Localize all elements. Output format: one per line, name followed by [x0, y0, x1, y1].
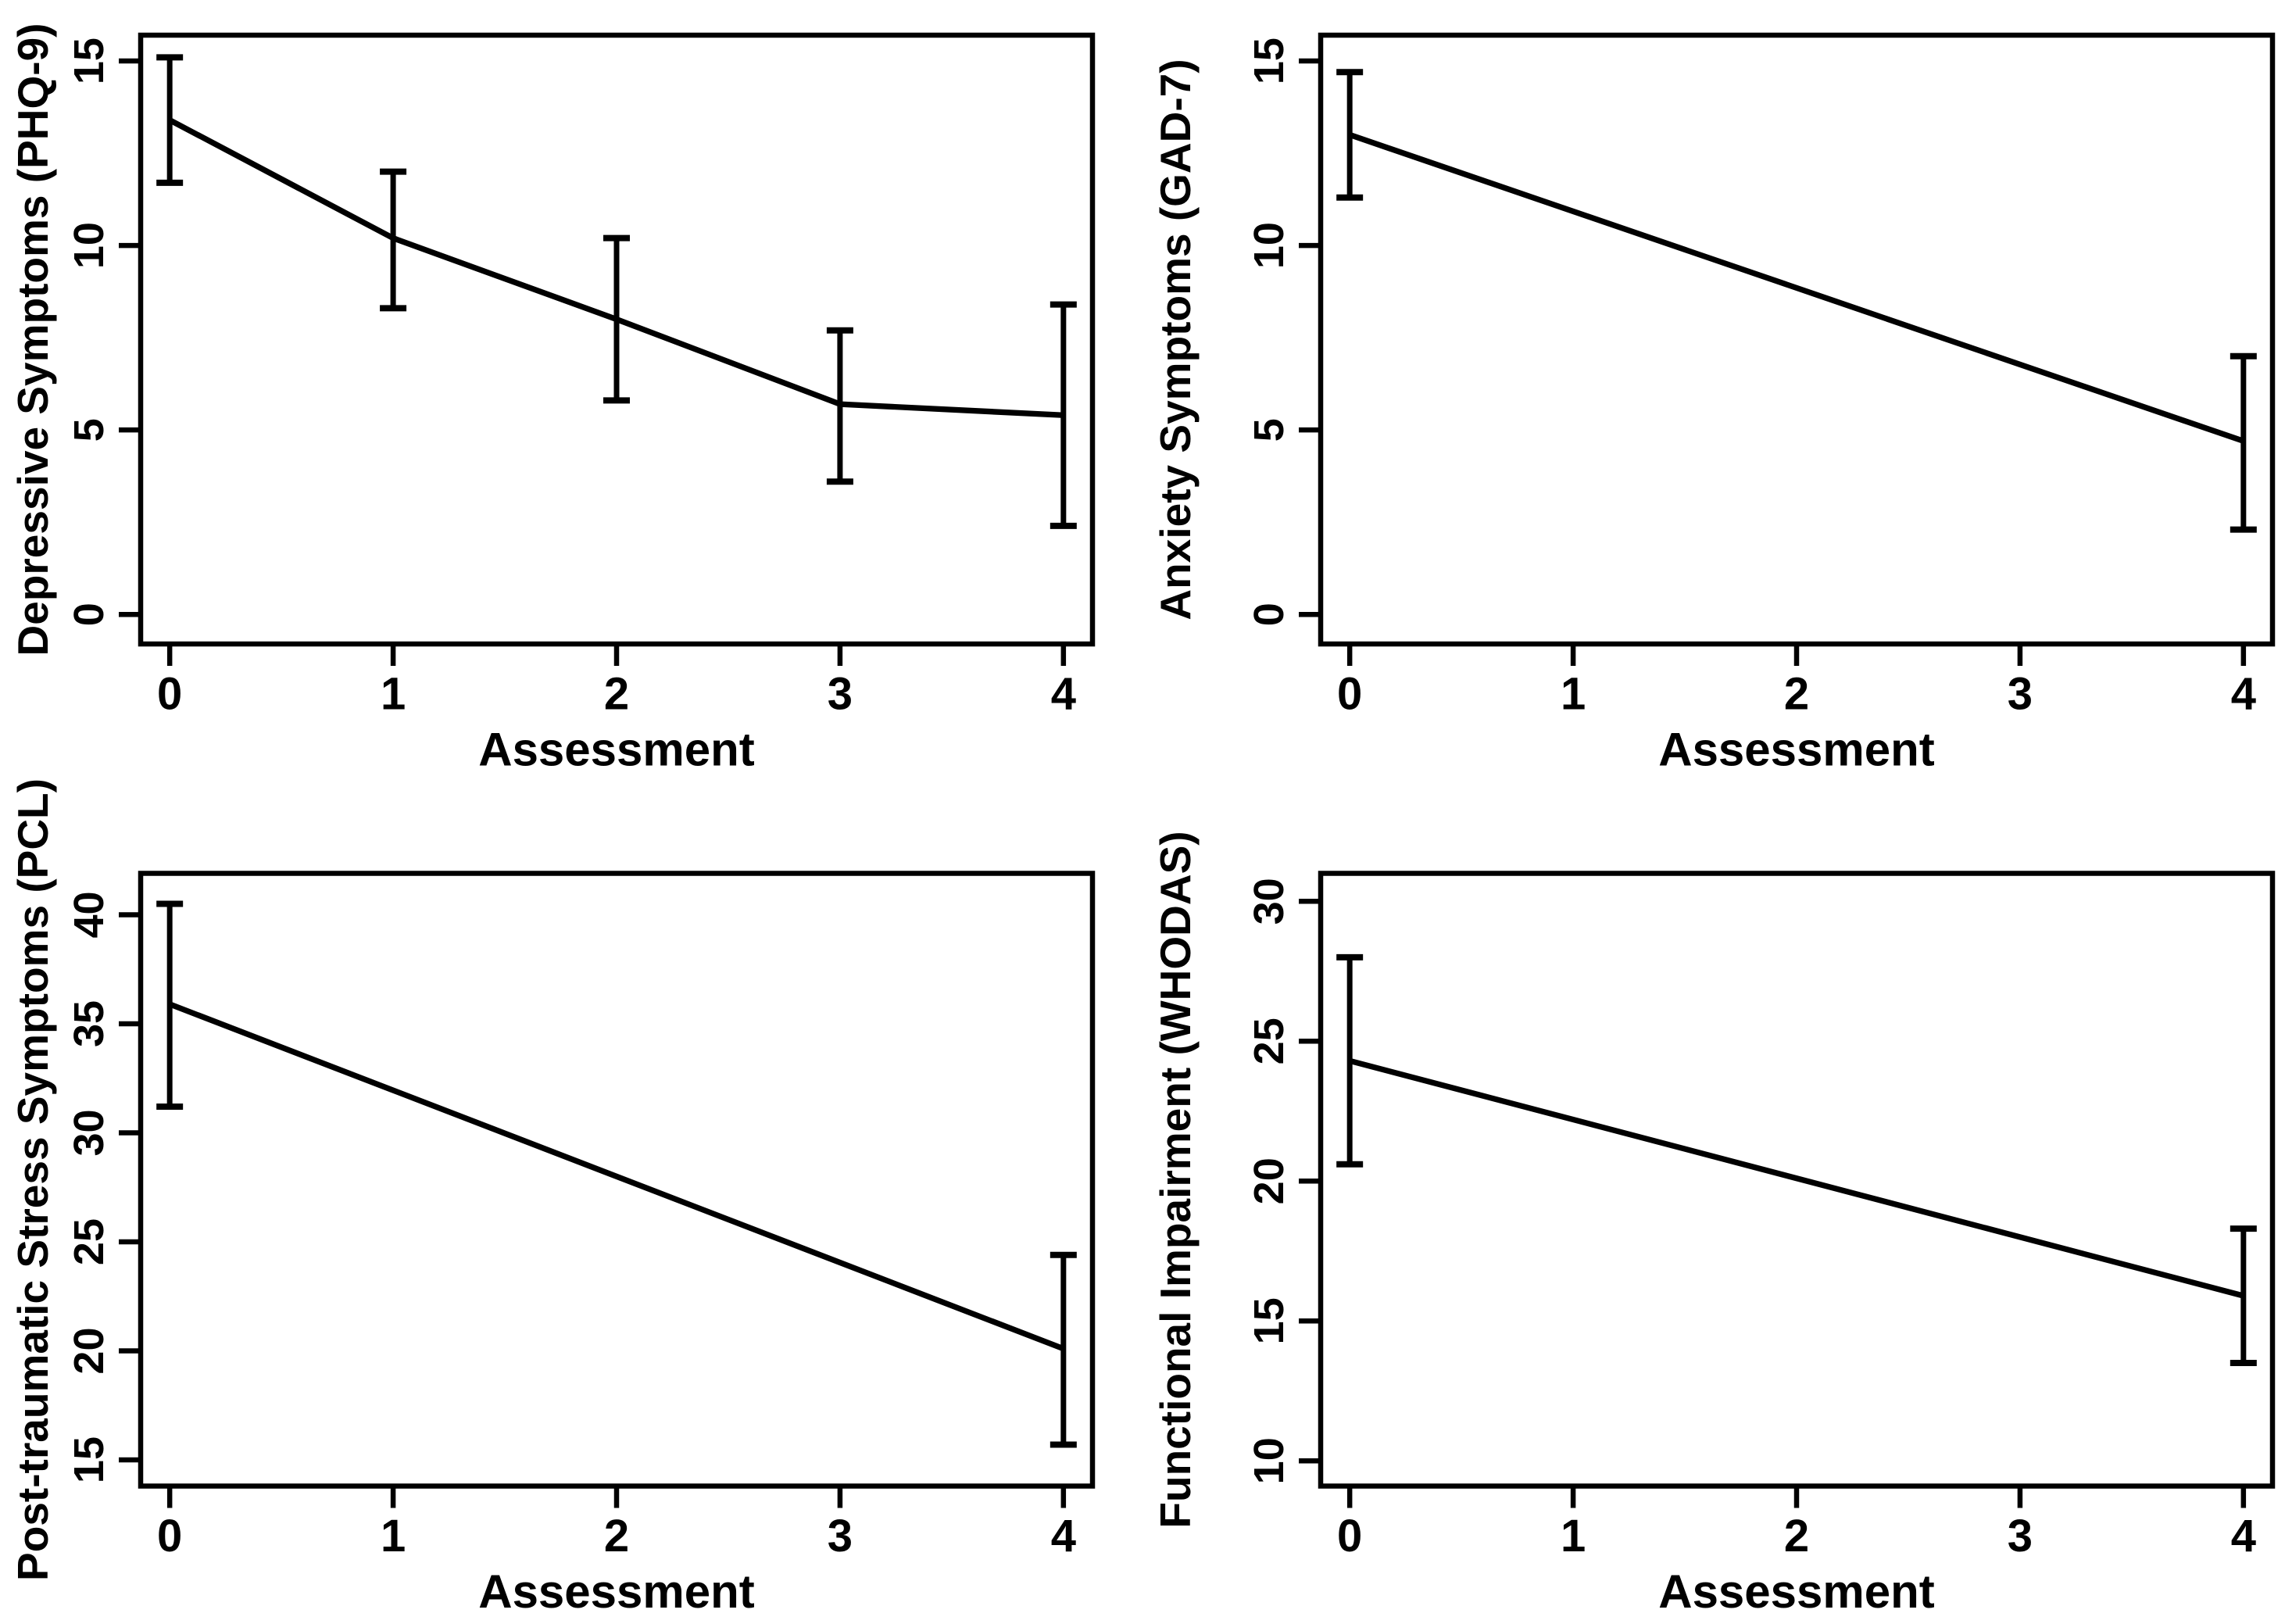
x-tick-label: 1	[1561, 1511, 1586, 1561]
data-line	[168, 1001, 1065, 1352]
x-axis-title: Assessment	[478, 1565, 755, 1618]
data-line	[1349, 1057, 2244, 1299]
y-tick-label: 15	[1246, 38, 1293, 84]
y-tick-label: 5	[1246, 418, 1293, 442]
x-tick-label: 1	[381, 1511, 406, 1561]
y-tick-label: 35	[66, 1000, 113, 1047]
y-tick-label: 20	[1246, 1157, 1293, 1204]
y-axis-title: Depressive Symptoms (PHQ-9)	[9, 23, 57, 656]
panel-phq9: 0 5 10 15 0 1 2 3 4 Depressive Symptoms (PHQ-9) As…	[0, 0, 1142, 812]
x-tick-label: 1	[381, 669, 406, 720]
x-tick-label: 1	[1561, 669, 1586, 720]
x-tick-label: 2	[1784, 669, 1809, 720]
x-tick-label: 0	[157, 1511, 182, 1561]
chart-whodas: 10 15 20 25 30 0 1 2 3 4 Functional Impairment (WH…	[1151, 831, 2276, 1618]
y-tick-label: 10	[66, 222, 113, 269]
x-tick-label: 2	[604, 669, 629, 720]
x-tick-label: 4	[2231, 669, 2256, 720]
y-tick-label: 40	[66, 891, 113, 938]
y-tick-label: 25	[1246, 1018, 1293, 1064]
x-tick-label: 4	[1051, 1511, 1076, 1561]
x-tick-label: 3	[828, 669, 853, 720]
y-tick-label: 15	[66, 38, 113, 84]
data-line	[168, 117, 1064, 418]
y-tick-label: 10	[1246, 1437, 1293, 1484]
x-tick-label: 0	[1337, 1511, 1362, 1561]
data-line	[1348, 132, 2245, 444]
x-axis-title: Assessment	[478, 724, 755, 776]
x-tick-label: 3	[2008, 669, 2033, 720]
panel-whodas: 10 15 20 25 30 0 1 2 3 4 Functional Impairment (WH…	[1142, 812, 2285, 1624]
chart-pcl: 15 20 25 30 35 40 0 1 2 3 4 Post-traumatic Stress S…	[9, 778, 1096, 1618]
x-tick-label: 3	[828, 1511, 853, 1561]
y-tick-label: 25	[66, 1218, 113, 1265]
x-axis-title: Assessment	[1658, 1565, 1935, 1618]
y-tick-label: 5	[66, 418, 113, 442]
x-tick-label: 2	[1784, 1511, 1809, 1561]
y-tick-label: 0	[66, 603, 113, 626]
x-tick-label: 3	[2008, 1511, 2033, 1561]
y-tick-label: 15	[66, 1436, 113, 1483]
x-tick-label: 4	[2231, 1511, 2256, 1561]
y-axis-title: Anxiety Symptoms (GAD-7)	[1151, 59, 1200, 620]
y-tick-label: 30	[66, 1109, 113, 1156]
x-axis-title: Assessment	[1658, 724, 1935, 776]
y-axis-title: Functional Impairment (WHODAS)	[1151, 831, 1200, 1528]
y-tick-label: 10	[1246, 222, 1293, 269]
chart-phq9: 0 5 10 15 0 1 2 3 4 Depressive Symptoms (PHQ-9) As…	[9, 23, 1096, 776]
x-tick-label: 0	[157, 669, 182, 720]
x-tick-label: 0	[1337, 669, 1362, 720]
y-tick-label: 0	[1246, 603, 1293, 626]
chart-gad7: 0 5 10 15 0 1 2 3 4 Anxiety Symptoms (GAD-7) Asses…	[1151, 32, 2276, 776]
y-tick-label: 15	[1246, 1297, 1293, 1344]
panel-pcl: 15 20 25 30 35 40 0 1 2 3 4 Post-traumatic Stress S…	[0, 778, 1142, 1624]
y-tick-label: 20	[66, 1327, 113, 1374]
x-tick-label: 4	[1051, 669, 1076, 720]
x-tick-label: 2	[604, 1511, 629, 1561]
plot-border	[138, 871, 1096, 1489]
panel-gad7: 0 5 10 15 0 1 2 3 4 Anxiety Symptoms (GAD-7) Asses…	[1142, 0, 2285, 812]
y-axis-title: Post-traumatic Stress Symptoms (PCL)	[9, 778, 57, 1581]
y-tick-label: 30	[1246, 878, 1293, 925]
plot-border	[1318, 32, 2276, 647]
